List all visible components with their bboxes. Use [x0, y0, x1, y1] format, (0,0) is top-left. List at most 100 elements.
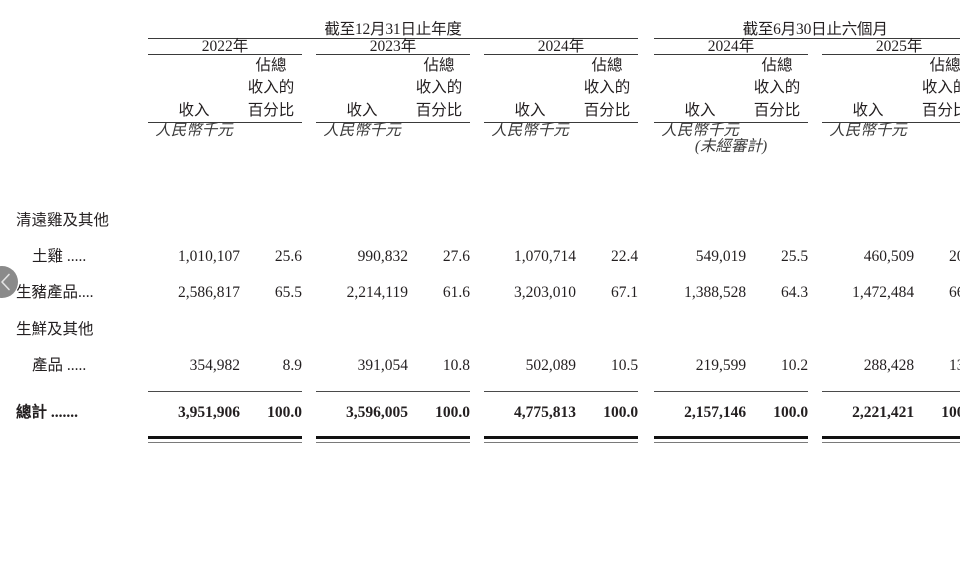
unit-pct-2025i	[914, 123, 960, 139]
year-title-row: 2022年 2023年 2024年 2024年 2025年	[16, 37, 960, 55]
cell-total-2024a-amt: 4,775,813	[514, 403, 576, 421]
cell-free-range-chicken-2022-pct: 25.6	[274, 247, 302, 265]
col-rule-pct-2024-interim	[746, 122, 809, 124]
unaudited-blank-2	[240, 139, 302, 155]
unaudited-blank-4	[316, 139, 408, 155]
subtotal-rule-2024a-pct	[576, 383, 639, 393]
dbl-rule-2024a-amt	[484, 432, 576, 444]
subtotal-rule-2022-pct	[240, 383, 302, 393]
year-header-2025-interim: 2025年	[875, 37, 923, 55]
unit-2024-interim: 人民幣千元	[661, 122, 739, 140]
row-gap-1c	[638, 238, 654, 274]
row-gap-1a	[302, 238, 316, 274]
dbl-rule-gap-1	[302, 432, 316, 443]
colhead-revenue-label-2024-annual: 收入	[514, 101, 546, 119]
year-rule-2022	[148, 54, 302, 55]
header-body-gap-cell	[16, 154, 960, 202]
col-rule-revenue-2025-interim	[822, 122, 915, 124]
year-gap-1	[302, 39, 316, 55]
row-gap-3c	[638, 347, 654, 383]
corner-cell	[16, 22, 148, 38]
unaudited-blank-9	[638, 139, 654, 155]
year-header-2023: 2023年	[369, 37, 417, 55]
cell-fresh-2025i-amt: 288,428	[863, 356, 915, 374]
row-gap-3b	[470, 347, 484, 383]
colhead-pct-l3-2022: 百分比	[247, 101, 295, 119]
cell-live-pig-2023-amt: 2,214,119	[346, 284, 408, 302]
cell-fresh-2023-amt: 391,054	[357, 356, 408, 374]
cell-live-pig-2022-pct: 65.5	[274, 284, 302, 302]
dbl-rule-gap-2	[470, 432, 484, 443]
header-body-gap	[16, 154, 960, 202]
cell-total-2024i-pct: 100.0	[773, 403, 809, 421]
subtotal-rule-row	[16, 383, 960, 393]
colhead-pct-l2-2023: 收入的	[415, 79, 463, 97]
cell-free-range-chicken-2024i-pct: 25.5	[780, 247, 809, 265]
col-rule-revenue-2024-annual	[484, 122, 576, 124]
year-header-2024-annual: 2024年	[537, 37, 585, 55]
colhead-pct-l1-2022: 佔總	[255, 57, 287, 74]
colhead-revenue-label-2022: 收入	[178, 101, 210, 119]
row-gap-1d	[808, 238, 822, 274]
cell-free-range-chicken-2025i-amt: 460,509	[863, 247, 915, 265]
row-label-section-fresh: 生鮮及其他	[16, 320, 94, 338]
dbl-rule-2022-amt	[148, 432, 240, 444]
colhead-revenue-2024-annual: 佔總 收入的 收入	[484, 55, 576, 122]
row-label-live-pig-products: 生豬產品....	[16, 284, 94, 302]
cell-fresh-2024a-amt: 502,089	[525, 356, 576, 374]
colhead-pct-2025-interim: 佔總 收入的 百分比	[914, 55, 960, 122]
table-row: 清遠雞及其他	[16, 202, 960, 238]
unaudited-blank-5	[408, 139, 470, 155]
row-gap-3d	[808, 347, 822, 383]
year-header-2024-interim: 2024年	[707, 37, 755, 55]
cell-total-2022-pct: 100.0	[267, 403, 302, 421]
unit-2022: 人民幣千元	[155, 122, 233, 140]
unaudited-blank-12	[914, 139, 960, 155]
colhead-pct-l2-2025i: 收入的	[921, 79, 960, 97]
table-row-total: 總計 ....... 3,951,906 100.0 3,596,005 100…	[16, 392, 960, 432]
row-gap-2c	[638, 274, 654, 311]
cell-total-2024i-amt: 2,157,146	[684, 403, 747, 421]
unit-2025-interim: 人民幣千元	[829, 122, 907, 140]
previous-page-button[interactable]	[0, 266, 18, 298]
cell-total-2025i-amt: 2,221,421	[852, 403, 915, 421]
row-label-free-range-chicken: 土雞 .....	[32, 247, 87, 265]
colhead-pct-l2-2022: 收入的	[247, 79, 295, 97]
cell-free-range-chicken-2022-amt: 1,010,107	[178, 247, 240, 265]
cell-free-range-chicken-2025i-pct: 20.7	[949, 247, 960, 265]
unit-gap-3	[638, 123, 654, 139]
dbl-rule-2025i-pct	[914, 432, 960, 444]
colhead-corner	[16, 55, 148, 122]
cell-live-pig-2024a-amt: 3,203,010	[514, 284, 576, 302]
cell-free-range-chicken-2024i-amt: 549,019	[695, 247, 747, 265]
row-gap-1b	[470, 238, 484, 274]
colhead-revenue-2023: 佔總 收入的 收入	[316, 55, 408, 122]
subtotal-rule-gap-3	[638, 383, 654, 392]
group-title-annual: 截至12月31日止年度	[324, 21, 462, 38]
colhead-pct-l3-2025i: 百分比	[921, 101, 960, 119]
cell-total-2023-amt: 3,596,005	[346, 403, 408, 421]
cell-total-2023-pct: 100.0	[435, 403, 470, 421]
year-gap-2	[470, 39, 484, 55]
unit-pct-2023	[408, 123, 470, 139]
total-gap-1	[302, 392, 316, 432]
total-gap-3	[638, 392, 654, 432]
dbl-rule-2023-pct	[408, 432, 470, 444]
unit-gap-2	[470, 123, 484, 139]
unaudited-blank-10	[808, 139, 822, 155]
subtotal-rule-gap-4	[808, 383, 822, 392]
colhead-pct-l1-2024i: 佔總	[761, 57, 793, 74]
group-rule-row	[16, 37, 960, 39]
unaudited-blank-7	[484, 139, 576, 155]
unit-2024-annual: 人民幣千元	[491, 122, 569, 140]
unaudited-blank-11	[822, 139, 914, 155]
subtotal-rule-gap-1	[302, 383, 316, 392]
row-label-section-chicken: 清遠雞及其他	[16, 211, 110, 229]
dbl-rule-2024a-pct	[576, 432, 639, 444]
col-rule-pct-2024-annual	[576, 122, 639, 124]
year-rule-row	[16, 54, 960, 55]
colhead-pct-l2-2024a: 收入的	[583, 79, 631, 97]
colhead-revenue-label-2024-interim: 收入	[684, 101, 716, 119]
cell-live-pig-2024i-amt: 1,388,528	[684, 284, 747, 302]
